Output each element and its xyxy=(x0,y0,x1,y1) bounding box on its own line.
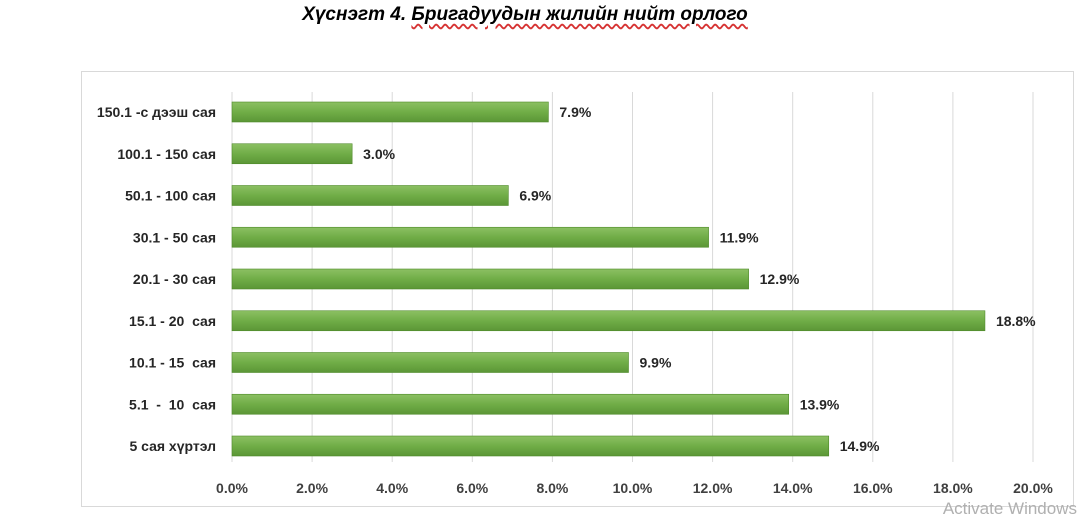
bar xyxy=(231,310,986,332)
x-tick-label: 8.0% xyxy=(536,480,568,496)
x-tick-label: 4.0% xyxy=(376,480,408,496)
x-tick-labels: 0.0% 2.0% 4.0% 6.0% 8.0% 10.0% 12.0% 14.0% 16.0%… xyxy=(216,480,1053,496)
category-label: 30.1 - 50 сая xyxy=(133,229,216,245)
bar xyxy=(231,435,830,457)
bar xyxy=(231,226,709,248)
activate-windows-watermark: Activate Windows xyxy=(942,499,1077,518)
data-label: 18.8% xyxy=(996,313,1036,329)
category-label: 10.1 - 15 сая xyxy=(129,355,216,371)
chart-title-prefix: Хүснэгт 4. xyxy=(302,4,412,25)
category-label: 5 сая хүртэл xyxy=(129,438,216,454)
bar xyxy=(231,352,629,373)
x-tick-label: 18.0% xyxy=(933,480,973,496)
bar xyxy=(231,185,509,206)
bar xyxy=(231,101,549,123)
chart-title: Хүснэгт 4. Бригадуудын жилийн нийт орлог… xyxy=(0,4,1050,26)
category-label: 15.1 - 20 сая xyxy=(129,313,216,329)
x-tick-label: 12.0% xyxy=(693,480,733,496)
bar xyxy=(231,268,749,290)
x-tick-label: 2.0% xyxy=(296,480,328,496)
x-tick-label: 0.0% xyxy=(216,480,248,496)
x-tick-label: 16.0% xyxy=(853,480,893,496)
data-label: 9.9% xyxy=(639,355,671,371)
bars xyxy=(231,101,986,457)
category-label: 100.1 - 150 сая xyxy=(117,146,216,162)
category-label: 150.1 -с дээш сая xyxy=(97,104,216,120)
category-label: 20.1 - 30 сая xyxy=(133,271,216,287)
value-labels: 7.9% 3.0% 6.9% 11.9% 12.9% 18.8% 9.9% 13.9% 14.9… xyxy=(363,104,1036,454)
data-label: 11.9% xyxy=(720,229,759,245)
data-label: 13.9% xyxy=(800,396,840,412)
bar xyxy=(231,143,353,165)
x-tick-label: 20.0% xyxy=(1013,480,1053,496)
data-label: 3.0% xyxy=(363,146,395,162)
category-label: 5.1 - 10 сая xyxy=(129,396,216,412)
chart-title-main: Бригадуудын жилийн нийт орлого xyxy=(411,4,748,25)
category-labels: 150.1 -с дээш сая 100.1 - 150 сая 50.1 - 1… xyxy=(97,104,216,454)
category-label: 50.1 - 100 сая xyxy=(125,188,216,204)
data-label: 6.9% xyxy=(519,188,551,204)
data-label: 7.9% xyxy=(559,104,591,120)
data-label: 12.9% xyxy=(760,271,800,287)
x-tick-label: 10.0% xyxy=(613,480,653,496)
x-tick-label: 14.0% xyxy=(773,480,813,496)
x-tick-label: 6.0% xyxy=(456,480,488,496)
bar xyxy=(231,393,789,415)
data-label: 14.9% xyxy=(840,438,880,454)
chart-frame xyxy=(81,71,1074,507)
